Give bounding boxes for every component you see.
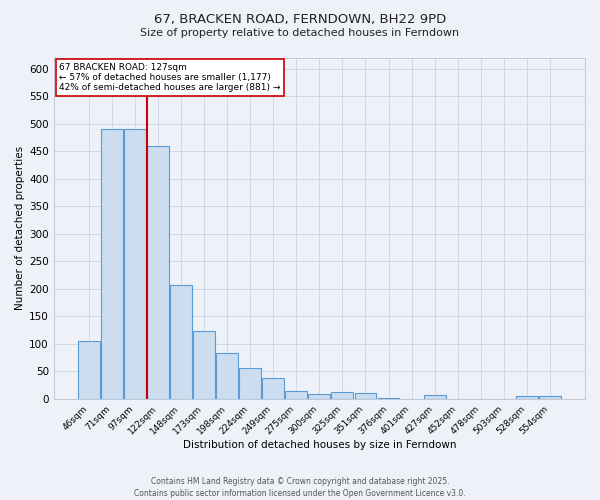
- Bar: [262, 378, 284, 399]
- Bar: [239, 368, 261, 399]
- Bar: [124, 129, 146, 399]
- Bar: [308, 394, 331, 399]
- Bar: [539, 396, 561, 399]
- Bar: [147, 146, 169, 399]
- Bar: [377, 398, 400, 399]
- Bar: [286, 390, 307, 399]
- Bar: [78, 341, 100, 399]
- Bar: [331, 392, 353, 399]
- Bar: [216, 352, 238, 399]
- Y-axis label: Number of detached properties: Number of detached properties: [15, 146, 25, 310]
- Bar: [101, 129, 123, 399]
- Text: Size of property relative to detached houses in Ferndown: Size of property relative to detached ho…: [140, 28, 460, 38]
- Text: 67 BRACKEN ROAD: 127sqm
← 57% of detached houses are smaller (1,177)
42% of semi: 67 BRACKEN ROAD: 127sqm ← 57% of detache…: [59, 62, 280, 92]
- X-axis label: Distribution of detached houses by size in Ferndown: Distribution of detached houses by size …: [182, 440, 456, 450]
- Bar: [170, 285, 192, 399]
- Text: 67, BRACKEN ROAD, FERNDOWN, BH22 9PD: 67, BRACKEN ROAD, FERNDOWN, BH22 9PD: [154, 12, 446, 26]
- Bar: [355, 394, 376, 399]
- Bar: [193, 330, 215, 399]
- Bar: [424, 395, 446, 399]
- Bar: [516, 396, 538, 399]
- Text: Contains HM Land Registry data © Crown copyright and database right 2025.
Contai: Contains HM Land Registry data © Crown c…: [134, 476, 466, 498]
